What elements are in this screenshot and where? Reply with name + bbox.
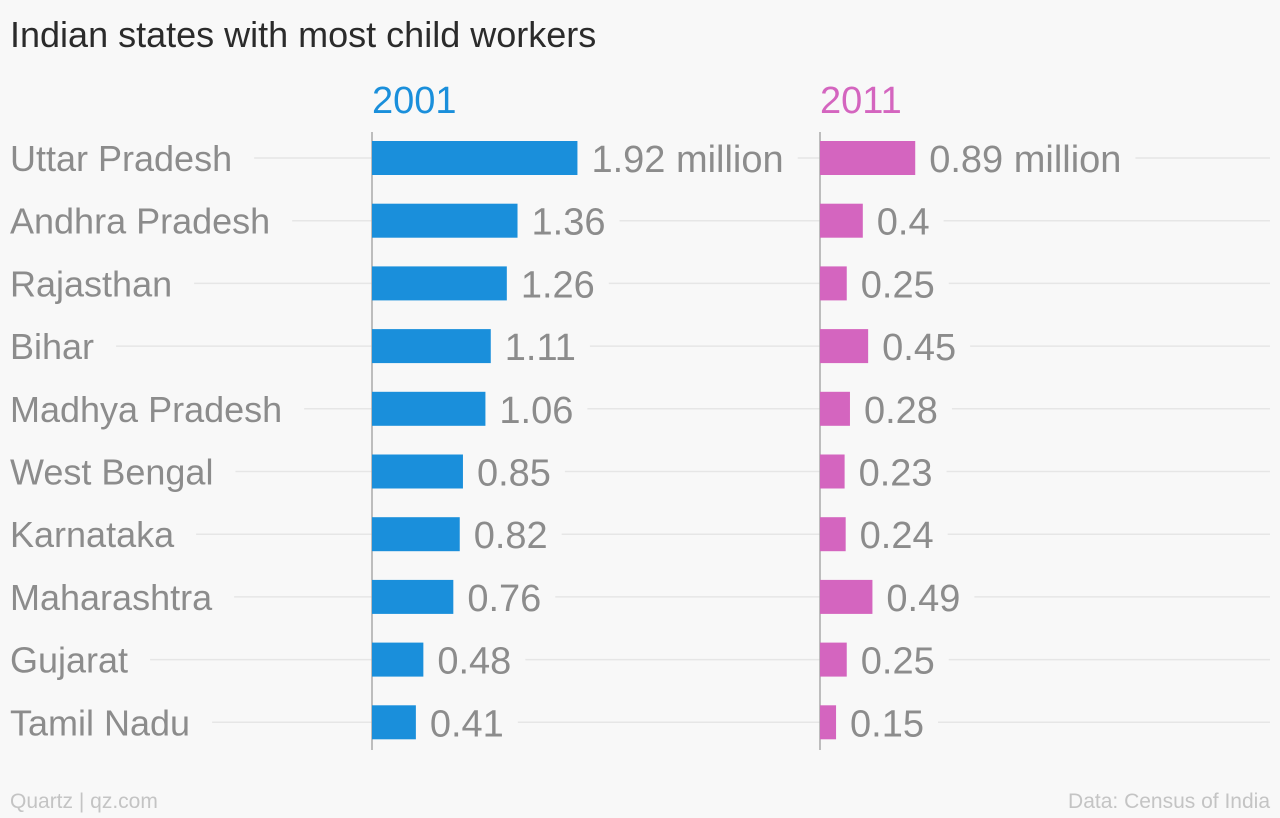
value-label-2011-gujarat: 0.25 <box>861 641 935 683</box>
category-label-andhra-pradesh: Andhra Pradesh <box>10 201 270 242</box>
bar-2011-madhya-pradesh <box>820 391 850 426</box>
category-label-west-bengal: West Bengal <box>10 452 213 493</box>
bar-2001-madhya-pradesh <box>372 391 486 426</box>
value-label-2011-bihar: 0.45 <box>882 327 956 369</box>
bar-2001-bihar <box>372 329 491 364</box>
bar-2011-karnataka <box>820 517 846 552</box>
category-label-madhya-pradesh: Madhya Pradesh <box>10 389 282 430</box>
category-label-uttar-pradesh: Uttar Pradesh <box>10 138 232 179</box>
value-label-2001-maharashtra: 0.76 <box>467 578 541 620</box>
bar-2001-gujarat <box>372 642 424 677</box>
data-source: Data: Census of India <box>1068 790 1270 813</box>
category-label-rajasthan: Rajasthan <box>10 263 172 304</box>
bar-2001-west-bengal <box>372 454 463 489</box>
bar-2001-maharashtra <box>372 579 454 614</box>
chart-title: Indian states with most child workers <box>10 14 597 55</box>
bar-2001-tamil-nadu <box>372 705 416 740</box>
value-label-2001-andhra-pradesh: 1.36 <box>532 202 606 244</box>
value-label-2011-maharashtra: 0.49 <box>886 578 960 620</box>
category-label-maharashtra: Maharashtra <box>10 577 213 618</box>
series-header-2011: 2011 <box>820 80 902 122</box>
value-label-2001-tamil-nadu: 0.41 <box>430 703 504 745</box>
value-label-2011-tamil-nadu: 0.15 <box>850 703 924 745</box>
value-label-2001-karnataka: 0.82 <box>474 515 548 557</box>
category-label-karnataka: Karnataka <box>10 514 175 555</box>
value-label-2011-madhya-pradesh: 0.28 <box>864 390 938 432</box>
category-label-gujarat: Gujarat <box>10 640 128 681</box>
bar-2011-bihar <box>820 329 869 364</box>
bar-2001-uttar-pradesh <box>372 141 578 175</box>
bar-2011-maharashtra <box>820 579 873 614</box>
value-label-2011-andhra-pradesh: 0.4 <box>877 202 930 244</box>
value-label-2001-madhya-pradesh: 1.06 <box>499 390 573 432</box>
value-label-2001-uttar-pradesh: 1.92 million <box>591 139 783 181</box>
value-label-2001-gujarat: 0.48 <box>437 641 511 683</box>
bar-2001-karnataka <box>372 517 460 552</box>
value-label-2001-rajasthan: 1.26 <box>521 264 595 306</box>
series-header-2001: 2001 <box>372 80 457 122</box>
bar-2011-uttar-pradesh <box>820 141 916 175</box>
bar-2001-rajasthan <box>372 266 507 301</box>
value-label-2001-bihar: 1.11 <box>505 327 576 369</box>
bar-2011-tamil-nadu <box>820 705 837 740</box>
value-label-2011-west-bengal: 0.23 <box>859 453 933 495</box>
category-label-bihar: Bihar <box>10 326 94 367</box>
bar-2001-andhra-pradesh <box>372 203 518 238</box>
bar-2011-gujarat <box>820 642 847 677</box>
category-label-tamil-nadu: Tamil Nadu <box>10 702 190 743</box>
bar-2011-andhra-pradesh <box>820 203 863 238</box>
bar-2011-west-bengal <box>820 454 845 489</box>
value-label-2011-rajasthan: 0.25 <box>861 264 935 306</box>
value-label-2001-west-bengal: 0.85 <box>477 453 551 495</box>
bar-2011-rajasthan <box>820 266 847 301</box>
value-label-2011-karnataka: 0.24 <box>860 515 934 557</box>
source-credit: Quartz | qz.com <box>10 790 158 813</box>
value-label-2011-uttar-pradesh: 0.89 million <box>929 139 1121 181</box>
